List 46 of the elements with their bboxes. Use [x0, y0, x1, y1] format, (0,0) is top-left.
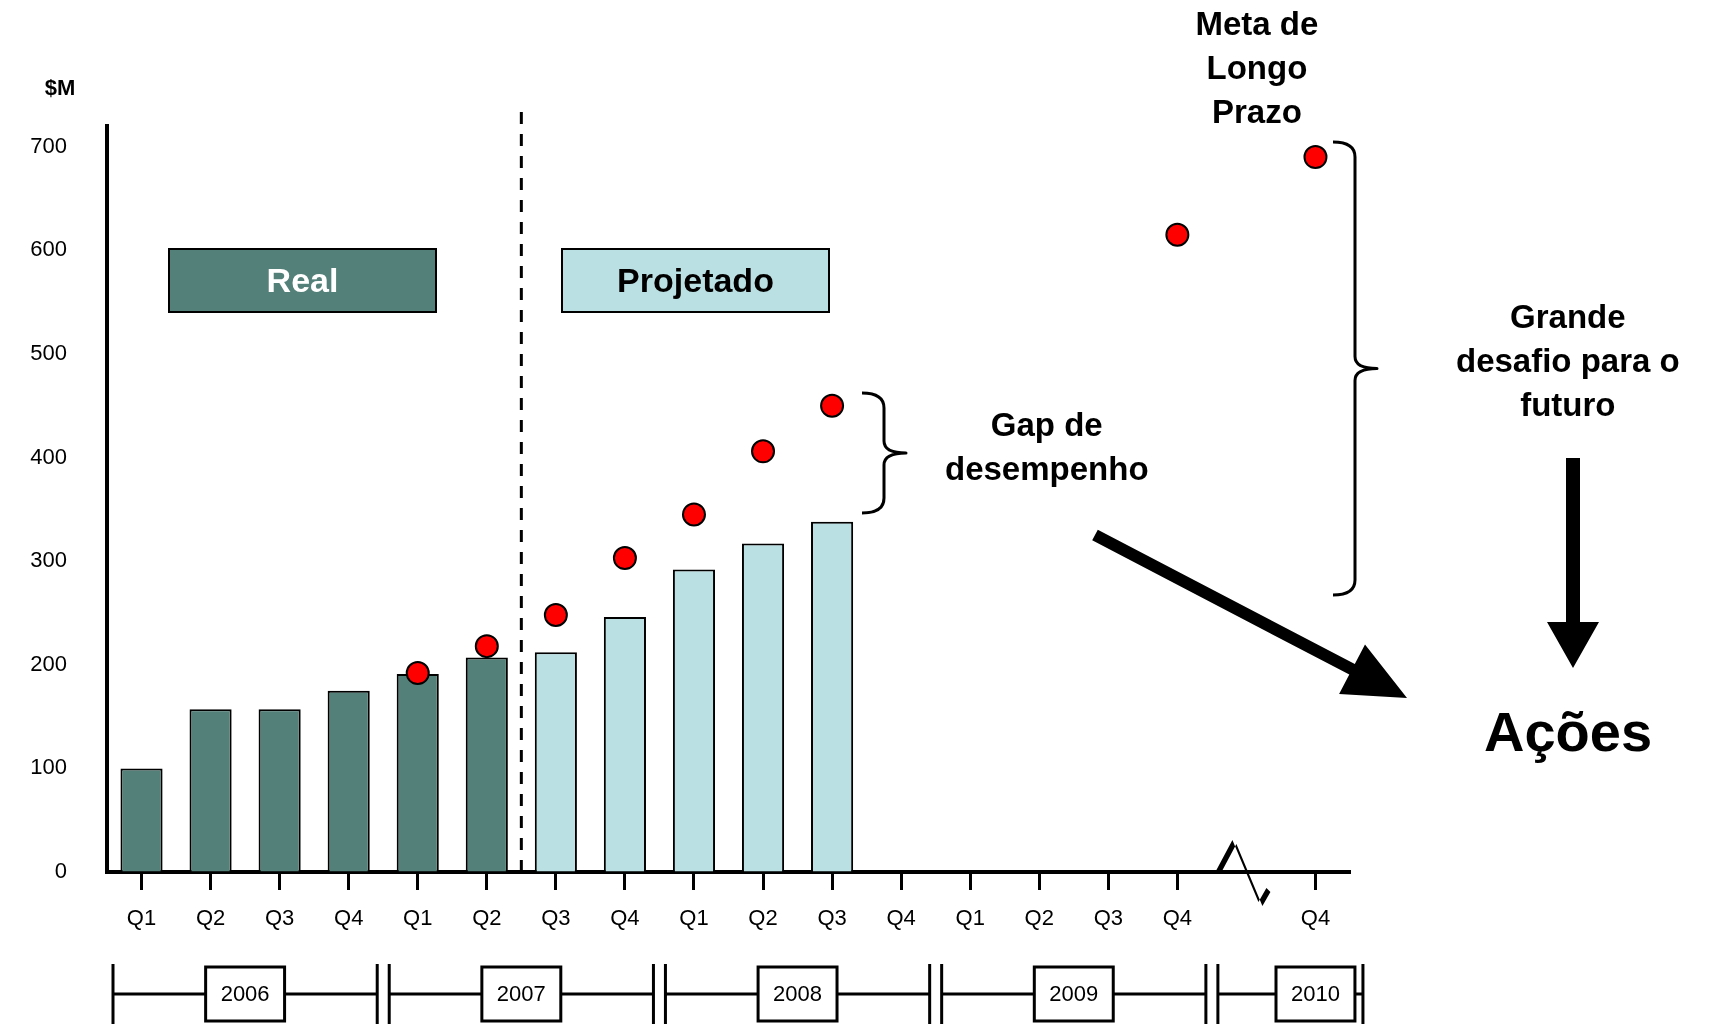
- y-axis-title: $M: [44, 75, 76, 101]
- x-tick-label: Q2: [748, 905, 778, 931]
- point: [1165, 222, 1190, 247]
- text: 2009: [1049, 981, 1099, 1007]
- y-tick-label: 700: [30, 132, 67, 158]
- point: [612, 546, 637, 571]
- x-tick-label: Q1: [955, 905, 985, 931]
- x-tick-label: Q4: [1162, 905, 1193, 931]
- x-tick-label: Q4: [1300, 905, 1331, 931]
- y-tick-label: 600: [30, 236, 67, 262]
- annotation: Gap de desempenho: [945, 405, 1149, 489]
- point: [820, 393, 845, 418]
- y-tick-label: 0: [54, 858, 67, 884]
- x-tick-label: Q4: [886, 905, 916, 931]
- text: Real: [168, 248, 437, 313]
- point: [474, 634, 499, 659]
- x-tick-label: Q1: [403, 905, 433, 931]
- x-tick-label: Q2: [472, 905, 502, 931]
- point: [405, 661, 430, 686]
- point: [681, 502, 706, 527]
- x-tick-label: Q4: [334, 905, 364, 931]
- y-tick-label: 400: [30, 443, 67, 469]
- y-tick-label: 300: [30, 547, 67, 573]
- text: 2006: [220, 981, 270, 1007]
- x-tick-label: Q2: [1024, 905, 1054, 931]
- point: [543, 603, 568, 628]
- x-tick-label: Q3: [1093, 905, 1123, 931]
- point: [751, 439, 776, 464]
- y-tick-label: 500: [30, 340, 67, 366]
- text: 2007: [496, 981, 546, 1007]
- x-tick-label: Q3: [817, 905, 847, 931]
- y-tick-label: 100: [30, 754, 67, 780]
- text: Grande desafio para o futuro: [1456, 297, 1680, 425]
- y-tick-label: 200: [30, 650, 67, 676]
- x-tick-label: Q3: [264, 905, 295, 931]
- x-tick-label: Q1: [126, 905, 157, 931]
- x-tick-label: Q3: [541, 905, 571, 931]
- x-tick-label: Q2: [195, 905, 226, 931]
- annotation: Meta de Longo Prazo: [1195, 4, 1319, 132]
- text: 2008: [773, 981, 823, 1007]
- x-tick-label: Q4: [610, 905, 640, 931]
- text: Projetado: [561, 248, 830, 313]
- text: Ações: [1484, 700, 1653, 764]
- text: 2010: [1291, 981, 1340, 1007]
- x-tick-label: Q1: [679, 905, 709, 931]
- point: [1303, 145, 1328, 170]
